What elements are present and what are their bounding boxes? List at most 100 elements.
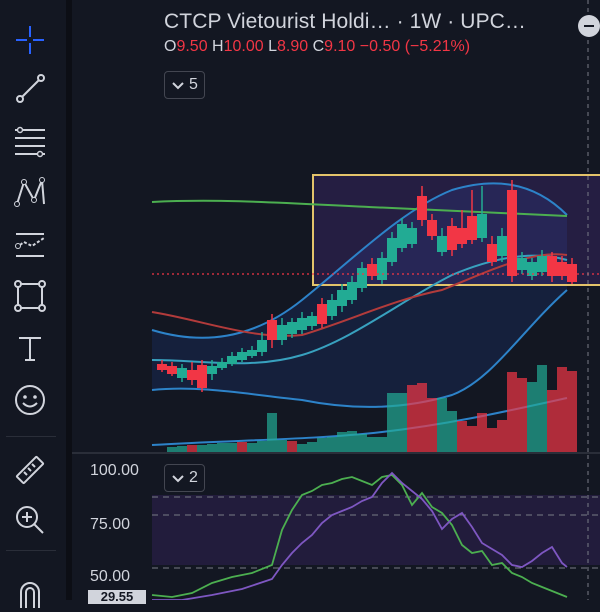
ohlc-values: O9.50 H10.00 L8.90 C9.10 −0.50 (−5.21%) <box>164 38 526 56</box>
candle-body <box>527 262 537 276</box>
measure-tool[interactable] <box>8 450 52 490</box>
candle-body <box>387 238 397 262</box>
volume-bar <box>237 442 247 452</box>
legend-title[interactable]: CTCP Vietourist Holdi… · 1W · UPC… <box>164 10 526 34</box>
price-pane[interactable] <box>72 0 600 452</box>
volume-bar <box>417 383 427 452</box>
candle-body <box>177 368 187 378</box>
shapes-tool[interactable] <box>8 276 52 316</box>
candle-body <box>227 356 237 364</box>
candle-body <box>567 264 577 282</box>
volume-bar <box>487 428 497 452</box>
volume-bar <box>467 426 477 452</box>
close-value: 9.10 <box>324 38 356 55</box>
oscillator-pane[interactable] <box>72 455 600 600</box>
trend-line-tool[interactable] <box>8 68 52 108</box>
toolbar-border <box>66 0 72 600</box>
trend-line-icon <box>16 74 45 103</box>
candle-body <box>347 282 357 300</box>
zoom-in-icon <box>16 506 44 534</box>
candle-body <box>427 220 437 236</box>
chevron-down-icon <box>172 82 184 90</box>
open-label: O <box>164 38 177 55</box>
smiley-icon <box>15 385 45 415</box>
volume-bar <box>387 393 397 452</box>
volume-bar <box>197 445 207 452</box>
candle-body <box>247 350 257 356</box>
candle-body <box>447 226 457 250</box>
candle-body <box>357 268 367 288</box>
fib-retracement-tool[interactable] <box>8 120 52 160</box>
volume-bar <box>397 393 407 452</box>
candle-body <box>377 258 387 280</box>
osc-axis-label-50: 50.00 <box>90 568 131 585</box>
volume-bar <box>427 398 437 452</box>
magnet-tool[interactable] <box>8 572 52 612</box>
volume-bar <box>207 444 217 452</box>
candle-body <box>367 264 377 276</box>
volume-bar <box>287 441 297 452</box>
volume-bar <box>517 378 527 452</box>
xabcd-pattern-icon <box>14 177 45 207</box>
candle-body <box>477 214 487 238</box>
moving-average-red-line <box>151 253 568 337</box>
candle-body <box>487 244 497 262</box>
volume-bar <box>267 413 277 452</box>
volume-bar <box>347 431 357 452</box>
price-indicators-toggle[interactable]: 5 <box>164 71 205 99</box>
toolbar-separator <box>6 436 56 437</box>
candle-body <box>407 228 417 244</box>
candle-body <box>277 325 287 340</box>
candle-body <box>537 256 547 272</box>
candle-body <box>197 365 207 388</box>
price-indicators-count: 5 <box>189 76 198 93</box>
volume-bar <box>177 446 187 452</box>
volume-bar <box>507 372 517 452</box>
crosshair-icon <box>16 26 44 54</box>
pane-divider[interactable] <box>72 452 600 454</box>
volume-bar <box>357 434 367 452</box>
zoom-in-tool[interactable] <box>8 500 52 540</box>
volume-bar <box>307 442 317 452</box>
collapse-legend-button[interactable] <box>578 15 600 37</box>
candle-body <box>467 216 477 240</box>
icons-tool[interactable] <box>8 380 52 420</box>
candle-body <box>287 322 297 334</box>
oscillator-indicators-toggle[interactable]: 2 <box>164 464 205 492</box>
oscillator-indicators-count: 2 <box>189 469 198 486</box>
close-label: C <box>312 38 325 55</box>
candle-body <box>157 364 167 370</box>
candle-body <box>237 352 247 360</box>
volume-bar <box>297 444 307 452</box>
crosshair-tool[interactable] <box>8 20 52 60</box>
text-tool[interactable] <box>8 328 52 368</box>
volume-bar <box>497 420 507 452</box>
volume-bar <box>477 413 487 452</box>
text-icon <box>19 337 41 361</box>
upper-band-line <box>151 182 568 339</box>
pattern-tool[interactable] <box>8 172 52 212</box>
volume-bar <box>167 447 177 452</box>
volume-bar <box>367 437 377 452</box>
rectangle-shapes-icon <box>14 280 46 312</box>
minus-icon <box>584 25 594 27</box>
volume-bar <box>327 437 337 452</box>
high-label: H <box>212 38 224 55</box>
high-value: 10.00 <box>223 38 264 55</box>
volume-bar <box>547 390 557 452</box>
prediction-tool[interactable] <box>8 224 52 264</box>
osc-axis-label-75: 75.00 <box>90 516 131 533</box>
interval-exchange: · 1W · UPC… <box>396 10 527 33</box>
candle-body <box>397 224 407 248</box>
change-value: −0.50 (−5.21%) <box>359 38 471 55</box>
candle-body <box>457 228 467 244</box>
oscillator-band-fill <box>152 495 600 565</box>
volume-bar <box>457 421 467 452</box>
candle-body <box>327 300 337 316</box>
volume-bar <box>527 382 537 452</box>
symbol-name[interactable]: CTCP Vietourist Holdi… <box>164 10 391 33</box>
forecast-icon <box>15 233 45 257</box>
candle-body <box>257 340 267 352</box>
low-label: L <box>268 38 278 55</box>
candle-body <box>417 196 427 220</box>
